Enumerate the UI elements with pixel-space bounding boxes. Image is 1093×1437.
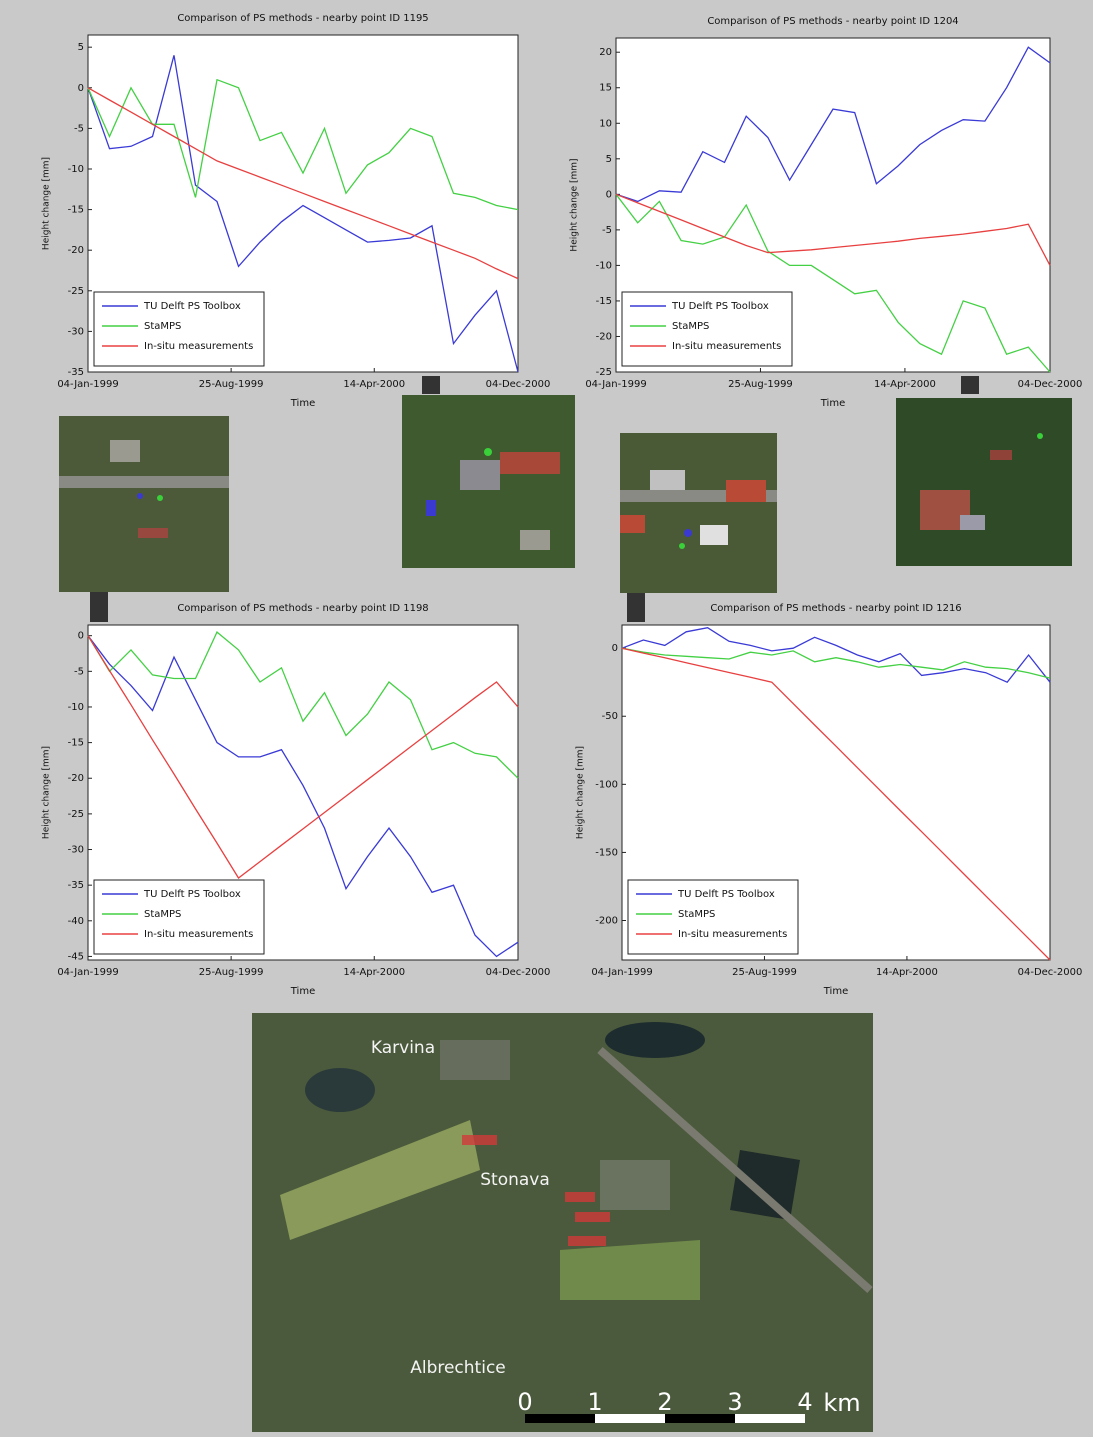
figure: Karvina Stonava Albrechtice 0 1 2 3 4 km…	[0, 0, 1093, 1437]
thumbnail	[59, 416, 229, 592]
y-tick-label: 5	[606, 154, 612, 165]
y-tick-label: -25	[68, 809, 84, 820]
legend-label: StaMPS	[144, 909, 181, 920]
legend-label: TU Delft PS Toolbox	[143, 301, 241, 312]
legend-label: In-situ measurements	[144, 929, 253, 940]
legend-label: TU Delft PS Toolbox	[671, 301, 769, 312]
x-tick-label: 04-Dec-2000	[486, 967, 551, 978]
y-tick-label: 0	[78, 83, 84, 94]
y-axis-label: Height change [mm]	[42, 157, 52, 250]
y-tick-label: -35	[68, 367, 84, 378]
scale-label: 3	[727, 1388, 742, 1416]
y-tick-label: -20	[68, 245, 84, 256]
y-tick-label: -45	[68, 951, 84, 962]
x-tick-label: 25-Aug-1999	[732, 967, 797, 978]
chart-title: Comparison of PS methods - nearby point …	[177, 13, 428, 24]
x-tick-label: 04-Dec-2000	[486, 379, 551, 390]
y-tick-label: 0	[606, 189, 612, 200]
chart-title: Comparison of PS methods - nearby point …	[707, 16, 958, 27]
y-axis-label: Height change [mm]	[570, 158, 580, 251]
x-axis-label: Time	[290, 986, 315, 997]
legend-label: StaMPS	[672, 321, 709, 332]
x-tick-label: 04-Jan-1999	[585, 379, 646, 390]
legend-label: In-situ measurements	[672, 341, 781, 352]
place-label: Karvina	[371, 1038, 435, 1058]
thumbnail	[402, 395, 575, 568]
y-tick-label: -20	[68, 773, 84, 784]
legend-label: StaMPS	[678, 909, 715, 920]
x-axis-label: Time	[290, 398, 315, 409]
y-tick-label: 10	[599, 118, 612, 129]
x-tick-label: 04-Dec-2000	[1018, 379, 1083, 390]
x-tick-label: 14-Apr-2000	[874, 379, 936, 390]
y-tick-label: -5	[74, 666, 84, 677]
scale-label: 0	[517, 1388, 532, 1416]
y-tick-label: -200	[595, 916, 618, 927]
place-label: Stonava	[480, 1170, 550, 1190]
scale-label: 1	[587, 1388, 602, 1416]
y-tick-label: -15	[68, 205, 84, 216]
chart-title: Comparison of PS methods - nearby point …	[177, 603, 428, 614]
x-tick-label: 25-Aug-1999	[199, 379, 264, 390]
x-tick-label: 25-Aug-1999	[199, 967, 264, 978]
y-axis-label: Height change [mm]	[42, 746, 52, 839]
y-tick-label: -40	[68, 916, 84, 927]
x-tick-label: 04-Dec-2000	[1018, 967, 1083, 978]
legend-label: StaMPS	[144, 321, 181, 332]
y-tick-label: 20	[599, 47, 612, 58]
scale-label: 2	[657, 1388, 672, 1416]
legend-label: TU Delft PS Toolbox	[143, 889, 241, 900]
y-tick-label: 0	[78, 631, 84, 642]
connector	[422, 376, 440, 394]
y-tick-label: -35	[68, 880, 84, 891]
legend-label: In-situ measurements	[144, 341, 253, 352]
x-axis-label: Time	[823, 986, 848, 997]
x-tick-label: 04-Jan-1999	[591, 967, 652, 978]
y-tick-label: 0	[612, 643, 618, 654]
x-tick-label: 25-Aug-1999	[728, 379, 793, 390]
x-axis-label: Time	[820, 398, 845, 409]
x-tick-label: 04-Jan-1999	[57, 967, 118, 978]
y-tick-label: 15	[599, 83, 612, 94]
y-tick-label: -5	[74, 123, 84, 134]
scale-label: 4	[797, 1388, 812, 1416]
y-tick-label: -10	[596, 260, 612, 271]
y-tick-label: -10	[68, 702, 84, 713]
scale-unit: km	[823, 1389, 860, 1417]
y-tick-label: -5	[602, 225, 612, 236]
thumbnail	[620, 433, 777, 593]
y-tick-label: -15	[68, 738, 84, 749]
connector	[627, 592, 645, 622]
connector	[90, 592, 108, 622]
y-axis-label: Height change [mm]	[576, 746, 586, 839]
y-tick-label: -100	[595, 779, 618, 790]
place-label: Albrechtice	[410, 1358, 506, 1378]
y-tick-label: -30	[68, 845, 84, 856]
map: Karvina Stonava Albrechtice 0 1 2 3 4 km	[252, 1013, 873, 1432]
y-tick-label: -10	[68, 164, 84, 175]
connector	[961, 376, 979, 394]
y-tick-label: -25	[596, 367, 612, 378]
x-tick-label: 14-Apr-2000	[343, 379, 405, 390]
chart-title: Comparison of PS methods - nearby point …	[710, 603, 961, 614]
x-tick-label: 14-Apr-2000	[343, 967, 405, 978]
y-tick-label: -30	[68, 326, 84, 337]
legend-label: TU Delft PS Toolbox	[677, 889, 775, 900]
y-tick-label: -150	[595, 847, 618, 858]
thumbnail	[896, 398, 1072, 566]
y-tick-label: -50	[602, 711, 618, 722]
y-tick-label: -20	[596, 331, 612, 342]
legend-label: In-situ measurements	[678, 929, 787, 940]
y-tick-label: -25	[68, 286, 84, 297]
y-tick-label: 5	[78, 42, 84, 53]
x-tick-label: 14-Apr-2000	[876, 967, 938, 978]
y-tick-label: -15	[596, 296, 612, 307]
x-tick-label: 04-Jan-1999	[57, 379, 118, 390]
